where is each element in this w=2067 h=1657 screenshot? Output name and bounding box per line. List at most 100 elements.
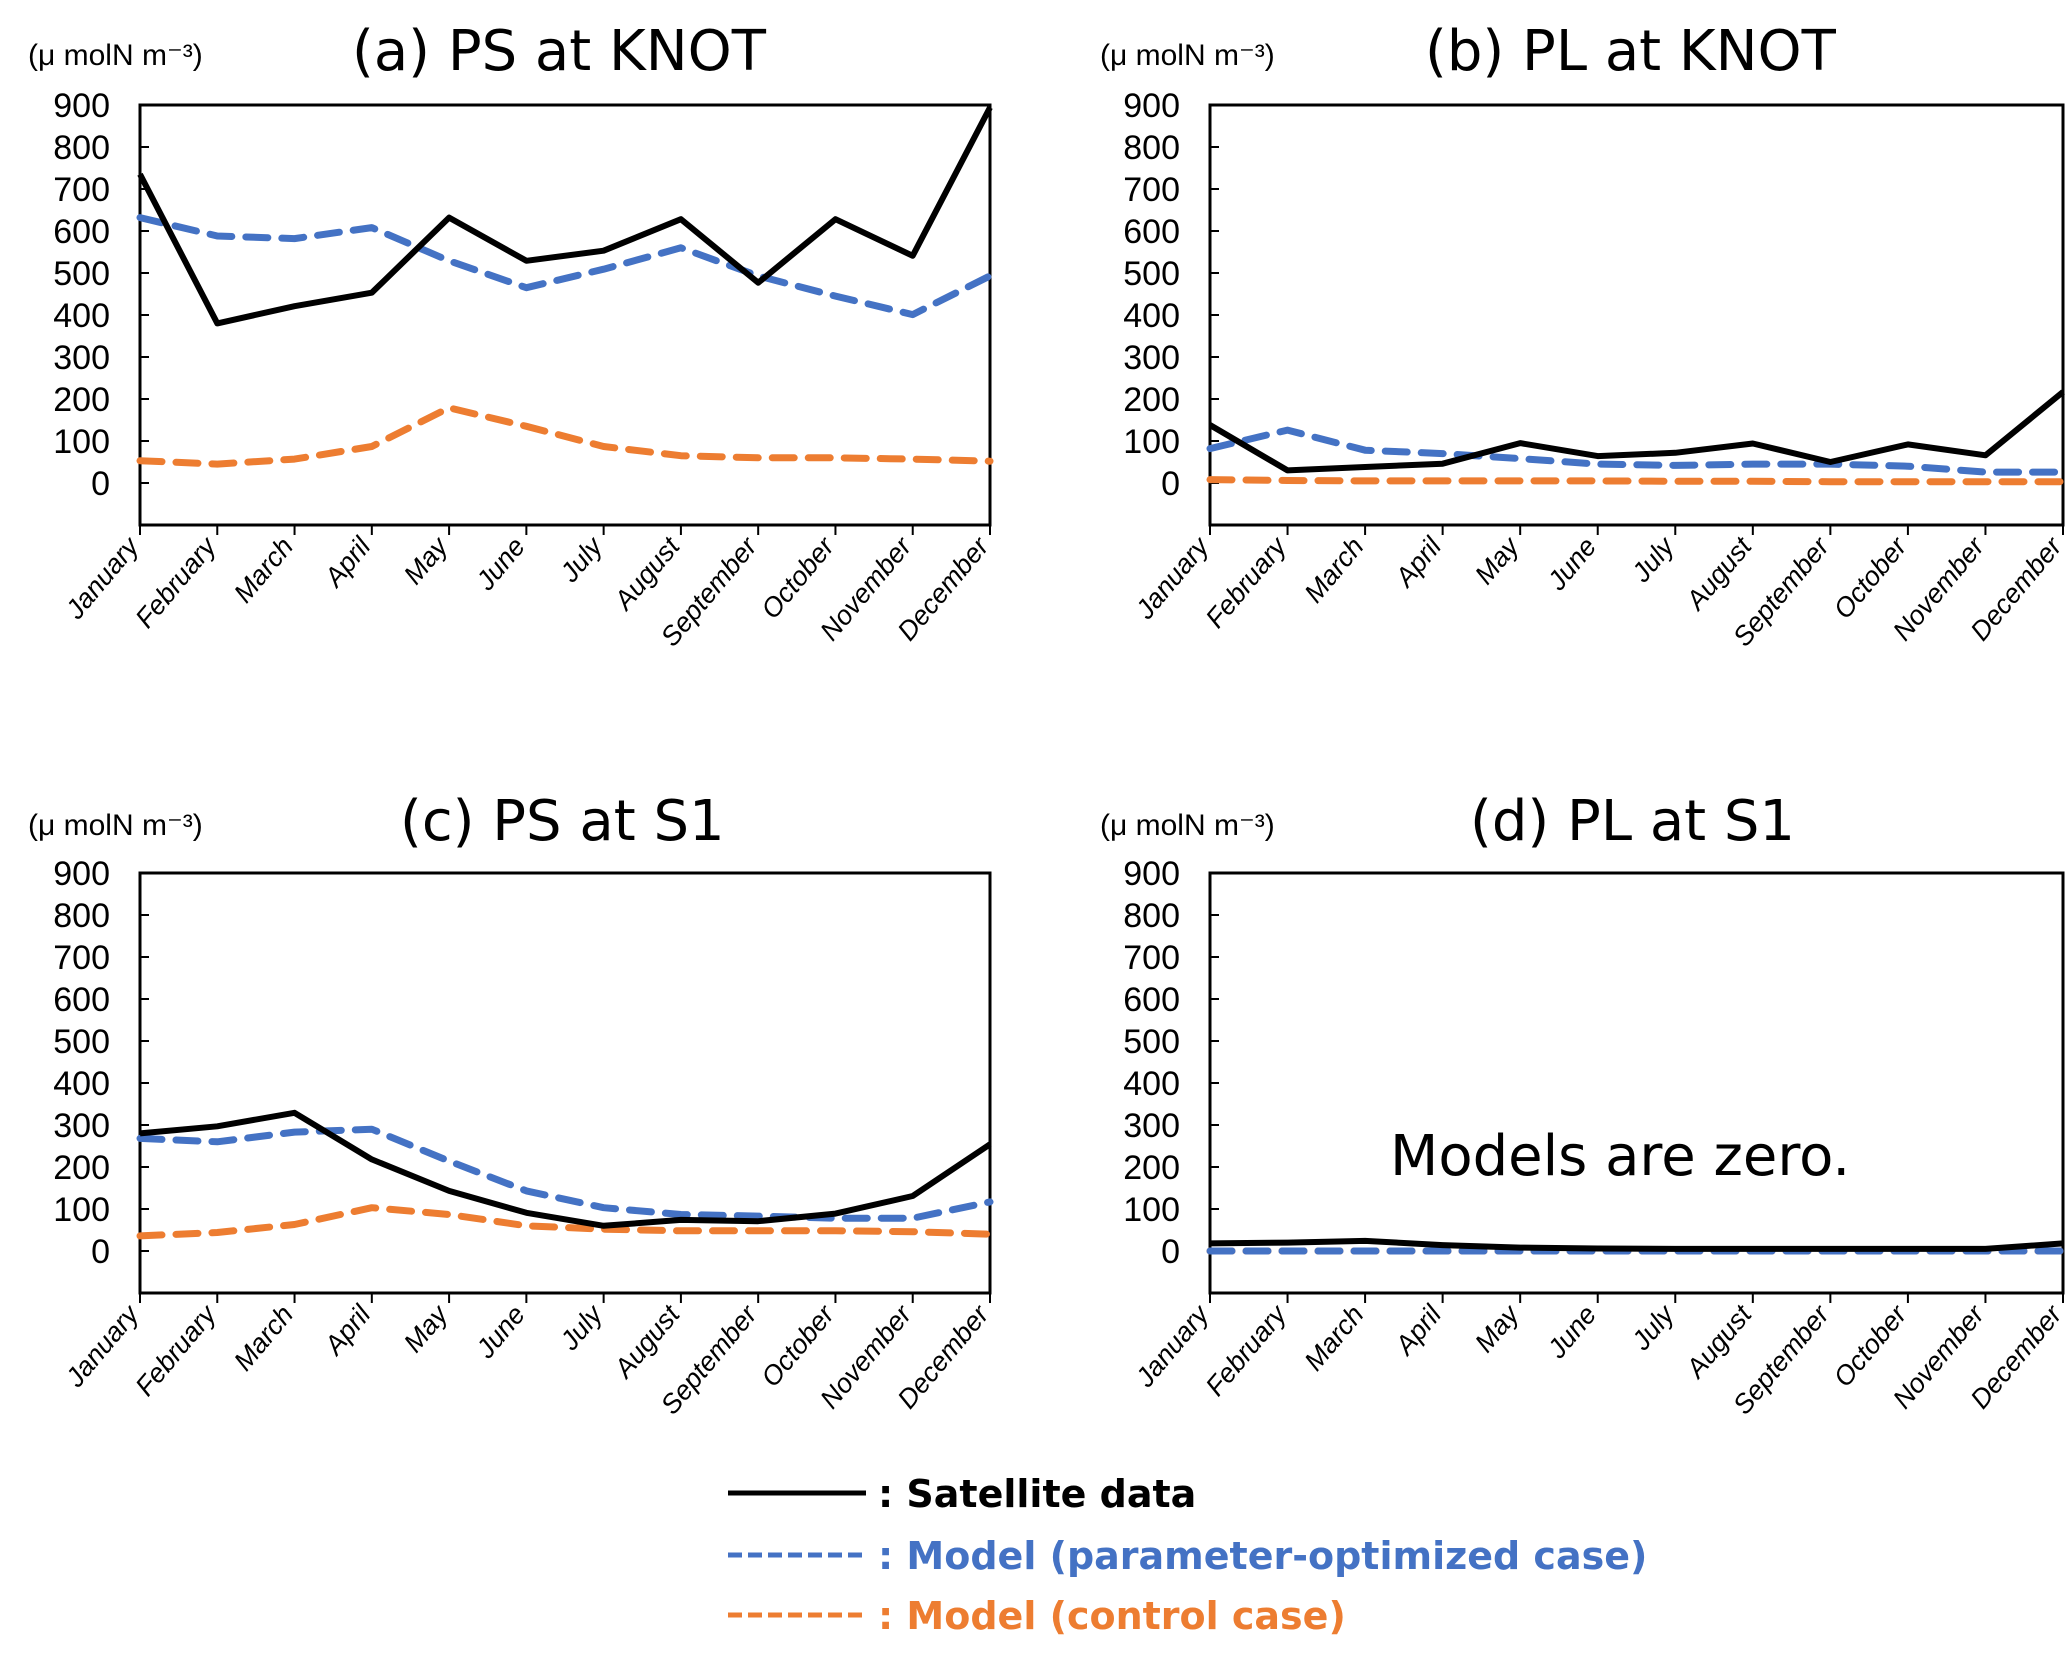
- legend-label-optimized: : Model (parameter-optimized case): [878, 1534, 1647, 1578]
- series-line-optimized: [1206, 426, 2067, 476]
- y-tick-label: 400: [1123, 297, 1180, 335]
- series-line-control: [136, 1204, 994, 1240]
- panel-title: (b) PL at KNOT: [1425, 19, 1837, 84]
- x-tick-label: March: [1298, 1300, 1369, 1377]
- y-unit-label: (μ molN m⁻³): [1100, 39, 1275, 72]
- y-tick-label: 300: [53, 1107, 110, 1145]
- x-tick-label: May: [1469, 530, 1526, 590]
- y-tick-label: 600: [53, 213, 110, 251]
- plot-area-2: 9008007006005004003002001000JanuaryFebru…: [53, 855, 995, 1420]
- series-line-satellite: [1209, 1237, 2064, 1252]
- y-tick-label: 0: [91, 1233, 110, 1271]
- x-tick-label: April: [317, 1299, 377, 1362]
- panel-a: (μ molN m⁻³) (a) PS at KNOT: [28, 19, 767, 84]
- y-tick-label: 0: [1161, 1233, 1180, 1271]
- y-tick-label: 100: [53, 1191, 110, 1229]
- series-line-satellite: [1208, 389, 2065, 474]
- y-tick-label: 200: [1123, 1149, 1180, 1187]
- y-tick-label: 900: [1123, 855, 1180, 893]
- x-tick-label: July: [1625, 530, 1680, 588]
- x-tick-label: February: [1200, 1298, 1293, 1401]
- y-tick-label: 200: [1123, 381, 1180, 419]
- y-tick-label: 500: [1123, 1023, 1180, 1061]
- y-tick-label: 100: [1123, 1191, 1180, 1229]
- y-tick-label: 800: [1123, 129, 1180, 167]
- y-tick-label: 600: [1123, 213, 1180, 251]
- plot-frame: [1208, 871, 2065, 1295]
- x-tick-label: August: [607, 530, 686, 616]
- x-tick-label: April: [317, 531, 377, 594]
- x-tick-label: June: [470, 1300, 531, 1365]
- y-tick-label: 600: [53, 981, 110, 1019]
- y-tick-label: 100: [53, 423, 110, 461]
- y-tick-label: 500: [1123, 255, 1180, 293]
- x-tick-label: June: [470, 532, 531, 597]
- legend-label-satellite: : Satellite data: [878, 1472, 1196, 1516]
- x-tick-label: May: [398, 530, 455, 590]
- y-tick-label: 700: [53, 939, 110, 977]
- y-tick-label: 900: [1123, 87, 1180, 125]
- y-tick-label: 700: [1123, 171, 1180, 209]
- y-tick-label: 700: [1123, 939, 1180, 977]
- y-tick-label: 500: [53, 1023, 110, 1061]
- y-tick-label: 200: [53, 381, 110, 419]
- panel-title: (c) PS at S1: [400, 789, 725, 854]
- x-tick-label: May: [1469, 1298, 1526, 1358]
- y-tick-label: 900: [53, 855, 110, 893]
- legend: : Satellite data : Model (parameter-opti…: [728, 1472, 1647, 1638]
- x-tick-label: July: [554, 530, 609, 588]
- x-tick-label: August: [1679, 1298, 1758, 1384]
- x-tick-label: March: [1298, 532, 1369, 609]
- x-tick-label: March: [228, 1300, 299, 1377]
- y-tick-label: 600: [1123, 981, 1180, 1019]
- x-tick-label: April: [1388, 1299, 1448, 1362]
- x-tick-label: March: [228, 532, 299, 609]
- series-line-satellite: [137, 106, 993, 327]
- series-line-control: [1206, 476, 2067, 486]
- x-tick-label: February: [129, 530, 222, 633]
- panel-d: (μ molN m⁻³) (d) PL at S1 Models are zer…: [1100, 789, 1850, 1189]
- x-tick-label: July: [1625, 1298, 1680, 1356]
- y-tick-label: 300: [1123, 339, 1180, 377]
- panel-c: (μ molN m⁻³) (c) PS at S1: [28, 789, 725, 854]
- y-tick-label: 800: [1123, 897, 1180, 935]
- x-tick-label: June: [1541, 532, 1602, 597]
- x-tick-label: May: [398, 1298, 455, 1358]
- panel-title: (d) PL at S1: [1470, 789, 1795, 854]
- x-tick-label: June: [1541, 1300, 1602, 1365]
- y-tick-label: 800: [53, 129, 110, 167]
- x-tick-label: August: [607, 1298, 686, 1384]
- models-zero-annotation: Models are zero.: [1390, 1124, 1850, 1189]
- y-tick-label: 200: [53, 1149, 110, 1187]
- series-line-satellite: [139, 1109, 992, 1229]
- y-tick-label: 0: [1161, 465, 1180, 503]
- y-tick-label: 400: [53, 1065, 110, 1103]
- x-tick-label: April: [1388, 531, 1448, 594]
- y-tick-label: 900: [53, 87, 110, 125]
- series-line-control: [136, 404, 994, 468]
- plot-area-0: 9008007006005004003002001000JanuaryFebru…: [53, 87, 995, 652]
- y-tick-label: 0: [91, 465, 110, 503]
- y-unit-label: (μ molN m⁻³): [1100, 809, 1275, 842]
- y-unit-label: (μ molN m⁻³): [28, 39, 203, 72]
- x-tick-label: August: [1679, 530, 1758, 616]
- y-unit-label: (μ molN m⁻³): [28, 809, 203, 842]
- x-tick-label: February: [129, 1298, 222, 1401]
- y-tick-label: 500: [53, 255, 110, 293]
- x-tick-label: July: [554, 1298, 609, 1356]
- y-tick-label: 700: [53, 171, 110, 209]
- y-tick-label: 400: [53, 297, 110, 335]
- plot-area-1: 9008007006005004003002001000JanuaryFebru…: [1123, 87, 2067, 652]
- panel-b: (μ molN m⁻³) (b) PL at KNOT: [1100, 19, 1837, 84]
- y-tick-label: 400: [1123, 1065, 1180, 1103]
- legend-label-control: : Model (control case): [878, 1594, 1346, 1638]
- series-line-optimized: [136, 214, 994, 319]
- y-tick-label: 800: [53, 897, 110, 935]
- y-tick-label: 100: [1123, 423, 1180, 461]
- x-tick-label: February: [1200, 530, 1293, 633]
- series-line-optimized: [136, 1125, 994, 1222]
- y-tick-label: 300: [53, 339, 110, 377]
- y-tick-label: 300: [1123, 1107, 1180, 1145]
- panel-title: (a) PS at KNOT: [352, 19, 767, 84]
